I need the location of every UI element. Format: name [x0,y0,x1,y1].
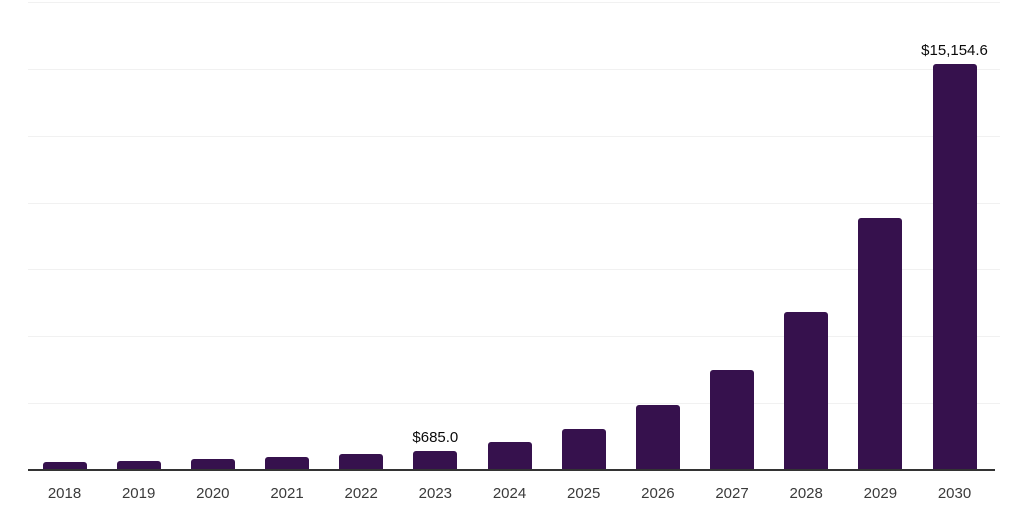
x-tick-2027: 2027 [715,485,749,502]
bar-2025 [561,428,606,469]
bar-2030 [932,63,977,469]
gridline [28,269,1000,271]
bar-2023 [413,450,458,469]
x-tick-2026: 2026 [641,485,675,502]
x-tick-2030: 2030 [937,485,972,502]
bar-2020 [190,459,235,469]
x-tick-2029: 2029 [863,485,898,502]
x-tick-2021: 2021 [270,485,304,502]
data-label-2030: $15,154.6 [921,41,988,59]
bar-2026 [635,405,680,469]
data-label-2023: $685.0 [412,428,459,446]
x-tick-2022: 2022 [344,485,378,502]
bar-2022 [339,454,384,469]
gridline [28,202,1000,204]
bar-2029 [858,217,903,469]
gridline [28,68,1000,70]
bar-2018 [42,462,87,469]
gridline [28,135,1000,137]
bar-2024 [487,442,532,469]
x-tick-2023: 2023 [418,485,453,502]
gridline [28,403,1000,405]
x-tick-2025: 2025 [567,485,601,502]
x-tick-2024: 2024 [492,485,527,502]
bar-2021 [265,457,309,469]
gridline [28,336,1000,338]
x-tick-2020: 2020 [196,485,230,502]
bar-2027 [710,370,754,469]
bar-2028 [784,312,829,469]
x-tick-2018: 2018 [47,485,82,502]
x-axis-line [28,469,995,471]
bar-2019 [116,461,161,469]
x-tick-2019: 2019 [121,485,156,502]
x-tick-2028: 2028 [789,485,823,502]
gridline [28,2,1000,3]
